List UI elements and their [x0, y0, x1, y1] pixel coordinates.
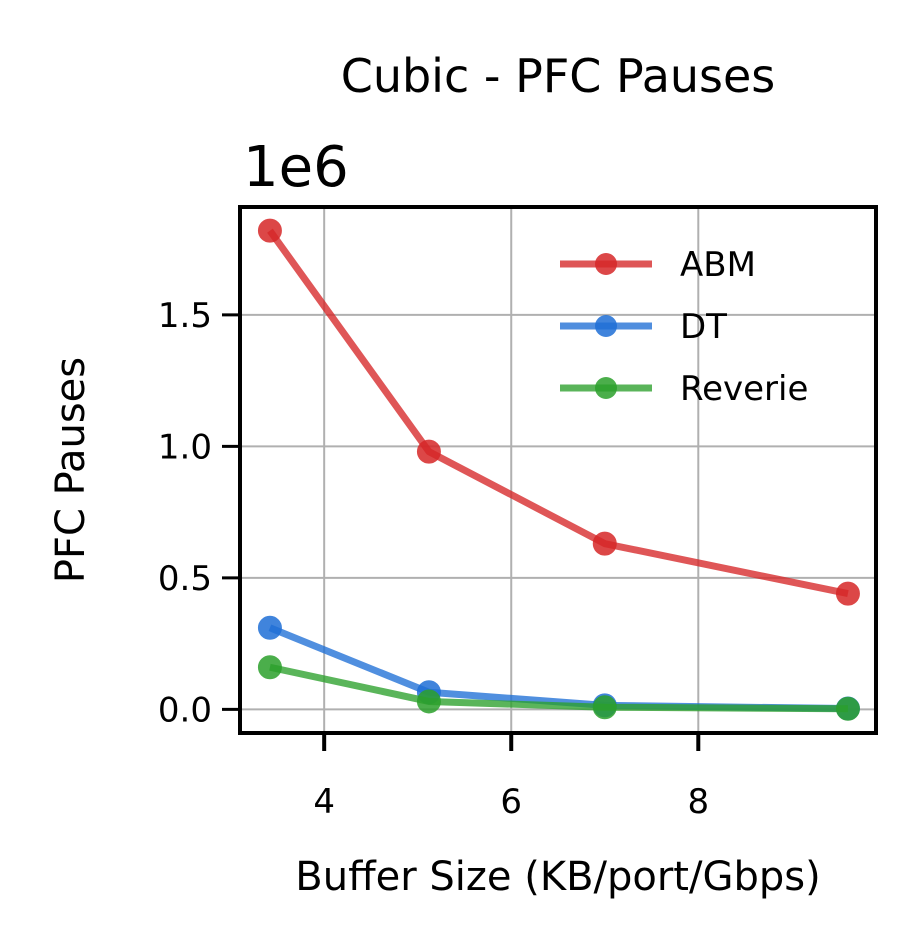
- x-axis-label: Buffer Size (KB/port/Gbps): [295, 854, 820, 900]
- legend-label: Reverie: [680, 369, 808, 409]
- data-point-reverie: [416, 689, 441, 714]
- series-layer: [257, 218, 860, 721]
- data-point-abm: [592, 531, 617, 556]
- grid-lines: [240, 207, 876, 733]
- data-point-abm: [416, 439, 441, 464]
- legend-swatch-marker: [595, 253, 617, 275]
- legend-item-reverie: Reverie: [560, 369, 808, 409]
- legend-item-abm: ABM: [560, 245, 756, 285]
- data-point-abm: [835, 581, 860, 606]
- series-line-dt: [268, 624, 848, 713]
- legend-item-dt: DT: [560, 307, 727, 347]
- y-scale-label: 1e6: [243, 135, 349, 200]
- chart-title: Cubic - PFC Pauses: [341, 49, 776, 103]
- plot-frame: [238, 205, 878, 735]
- y-tick-label: 0.5: [158, 559, 212, 599]
- y-tick-label: 1.0: [158, 427, 212, 467]
- data-point-reverie: [835, 696, 860, 721]
- legend-label: DT: [680, 307, 727, 347]
- axis-ticks: 4 6 8 0.0 0.5 1.0 1.5: [158, 296, 709, 822]
- data-point-reverie: [257, 655, 282, 680]
- legend: ABM DT Reverie: [560, 245, 808, 409]
- series-line-abm: [267, 228, 849, 598]
- y-tick-label: 0.0: [158, 690, 212, 730]
- x-tick-label: 4: [313, 782, 335, 822]
- series-reverie: [257, 655, 860, 721]
- series-abm: [257, 218, 860, 606]
- x-tick-label: 6: [500, 782, 522, 822]
- legend-swatch-marker: [595, 377, 617, 399]
- series-line-reverie: [269, 663, 848, 713]
- data-point-dt: [257, 615, 282, 640]
- legend-label: ABM: [680, 245, 756, 285]
- x-tick-label: 8: [687, 782, 709, 822]
- legend-swatch-marker: [595, 315, 617, 337]
- y-axis-label: PFC Pauses: [48, 357, 94, 583]
- data-point-reverie: [592, 695, 617, 720]
- data-point-abm: [257, 218, 282, 243]
- y-tick-label: 1.5: [158, 296, 212, 336]
